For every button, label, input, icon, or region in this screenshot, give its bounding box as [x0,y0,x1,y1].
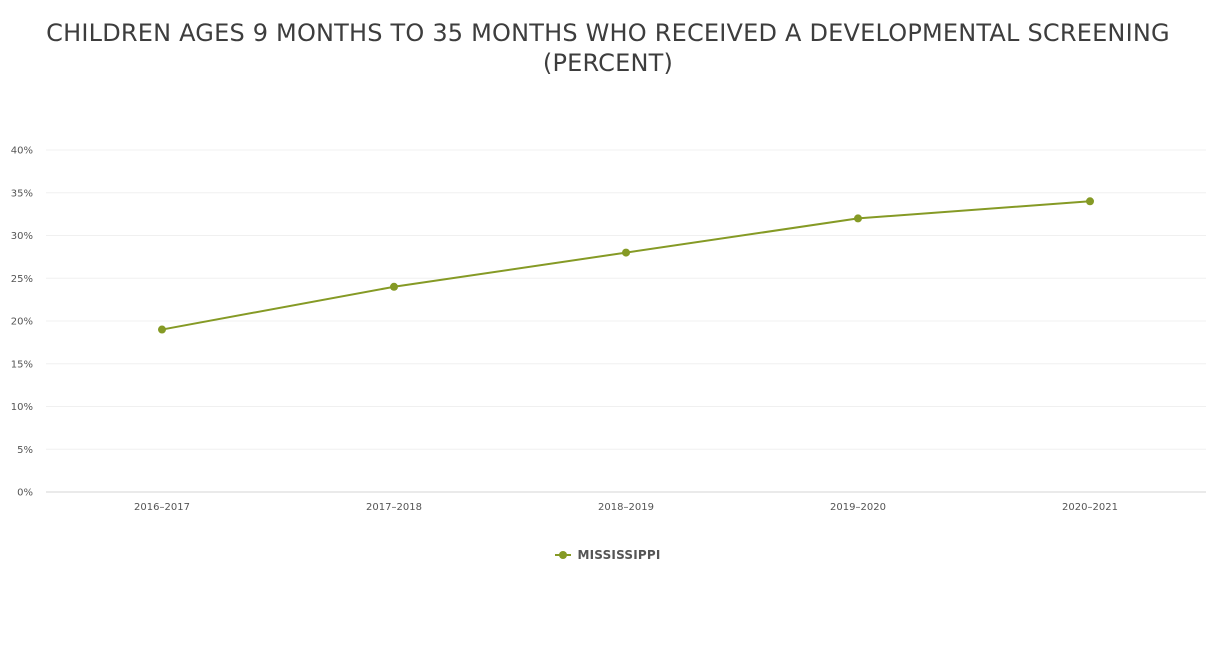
series-line [161,200,1091,331]
x-tick-label: 2016–2017 [134,502,190,513]
y-tick-label: 35% [11,188,33,199]
legend-item-mississippi[interactable]: MISSISSIPPI [555,548,660,562]
gridlines [46,149,1206,450]
x-tick-label: 2017–2018 [366,502,422,513]
y-tick-label: 15% [11,359,33,370]
legend-marker-icon [555,551,572,559]
data-point[interactable] [1086,197,1094,206]
y-tick-label: 0% [17,488,33,499]
data-point[interactable] [390,282,398,291]
y-axis: 0% 5% 10% 15% 20% 25% 30% 35% 40% [11,146,33,499]
data-point[interactable] [622,248,630,257]
y-tick-label: 10% [11,402,33,413]
series-layer [158,197,1094,334]
data-point[interactable] [854,214,862,223]
y-tick-label: 5% [17,445,33,456]
legend-label: MISSISSIPPI [577,548,661,562]
y-tick-label: 25% [11,274,33,285]
legend: MISSISSIPPI [0,548,1216,562]
data-point[interactable] [158,325,166,334]
x-axis: 2016–2017 2017–2018 2018–2019 2019–2020 2020… [46,491,1206,513]
y-tick-label: 30% [11,231,33,242]
x-tick-label: 2018–2019 [598,502,654,513]
y-tick-label: 40% [11,146,33,157]
chart-title: CHILDREN AGES 9 MONTHS TO 35 MONTHS WHO … [46,19,1170,77]
x-tick-label: 2020–2021 [1062,502,1118,513]
y-tick-label: 20% [11,317,33,328]
x-tick-label: 2019–2020 [830,502,886,513]
